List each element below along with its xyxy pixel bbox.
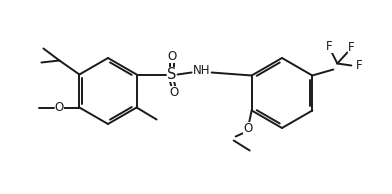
Text: O: O bbox=[243, 122, 252, 135]
Text: F: F bbox=[356, 59, 363, 72]
Text: S: S bbox=[167, 67, 176, 82]
Text: F: F bbox=[326, 40, 333, 53]
Text: NH: NH bbox=[193, 64, 211, 77]
Text: F: F bbox=[348, 41, 355, 54]
Text: O: O bbox=[55, 101, 64, 114]
Text: O: O bbox=[169, 86, 178, 99]
Text: O: O bbox=[167, 50, 176, 63]
